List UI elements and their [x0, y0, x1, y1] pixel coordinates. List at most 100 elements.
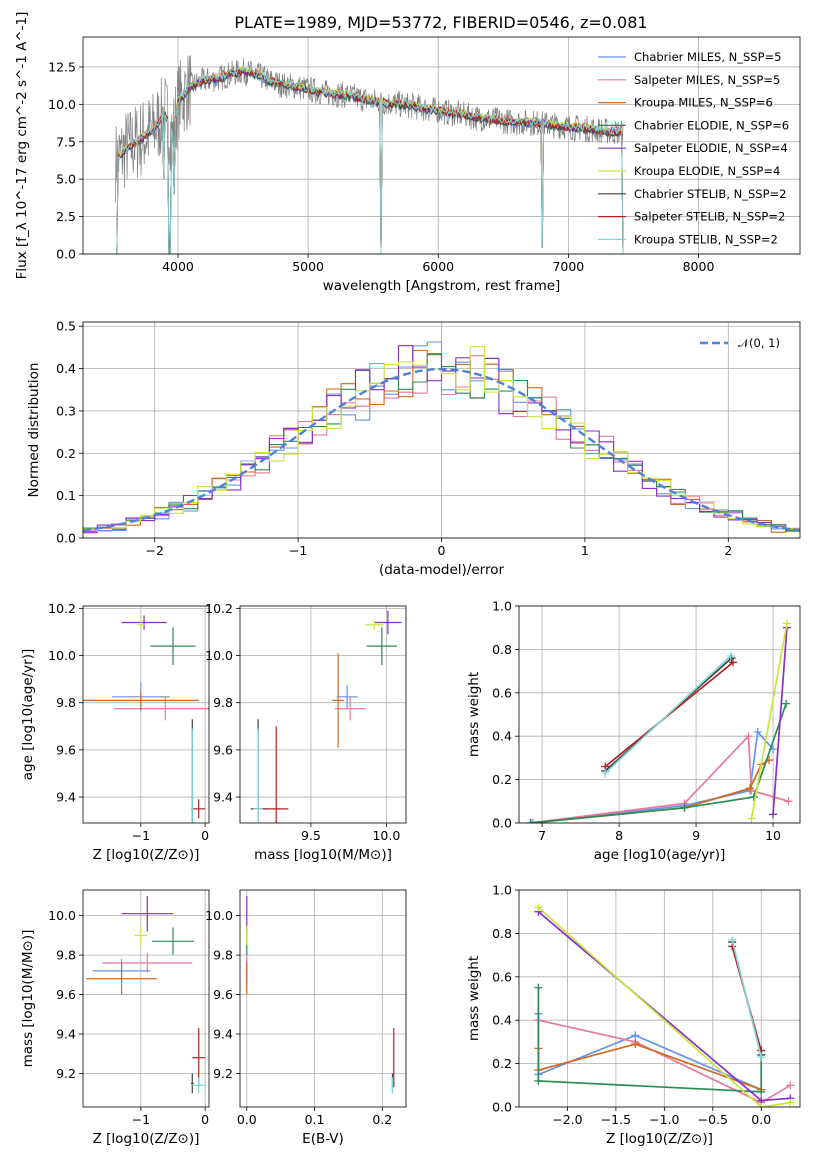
weight-marker-kroupa-miles — [631, 1040, 640, 1049]
weight-line-chabrier-miles — [532, 729, 774, 823]
residuals-panel: −2 −1 0 1 2 0.0 0.1 0.2 0.3 0.4 0.5 (data-model)/er… — [26, 319, 801, 578]
weight-marker-kroupa-miles — [745, 784, 754, 793]
y-tick-label: 2.5 — [56, 209, 76, 224]
y-tick-label: 0.6 — [492, 969, 512, 984]
weight-line-kroupa-elodie — [750, 623, 788, 819]
x-axis-label: Z [log10(Z/Z⊙)] — [606, 1131, 713, 1147]
mass-vs-extinction-panel: 0.0 0.1 0.2 9.2 9.4 9.6 9.8 10.0 E(B-V) — [205, 889, 407, 1147]
y-tick-label: 9.6 — [213, 987, 233, 1002]
model-line-kroupa-stelib — [115, 66, 624, 254]
y-tick-label: 10.0 — [205, 648, 233, 663]
x-tick-label: 0 — [201, 828, 209, 843]
x-axis-label: E(B-V) — [302, 1131, 344, 1147]
observed-spectrum-line — [115, 55, 624, 203]
legend-label-salpeter-elodie: Salpeter ELODIE, N_SSP=4 — [634, 141, 788, 155]
weight-marker-chabrier-miles — [753, 727, 762, 736]
axes-frame — [82, 605, 210, 824]
mass-vs-metallicity-panel: −1 0 9.2 9.4 9.6 9.8 10.0 Z [log10(Z/Z⊙)] mass [… — [20, 889, 210, 1147]
weight-vs-age-panel: 7 8 9 10 0.0 0.2 0.4 0.6 0.8 1.0 age [log10(age/yr… — [466, 599, 801, 863]
y-tick-label: 9.8 — [213, 948, 233, 963]
x-tick-label: −2 — [145, 543, 163, 558]
x-axis-label: (data-model)/error — [379, 562, 505, 578]
axes-frame — [239, 605, 407, 824]
x-tick-label: 8 — [615, 828, 623, 843]
y-axis-label: Flux [f_λ 10^-17 erg cm^-2 s^-1 A^-1] — [14, 12, 30, 280]
y-tick-label: 0.0 — [492, 1100, 512, 1115]
plot-area — [83, 615, 209, 823]
weight-marker-kroupa-stelib — [728, 935, 737, 944]
x-tick-label: 7 — [538, 828, 546, 843]
weight-marker-chabrier-elodie — [757, 1087, 766, 1096]
weight-vs-metallicity-panel: −2.0 −1.5 −1.0 −0.5 0.0 0.0 0.2 0.4 0.6 0.8 1.0 Z [… — [466, 883, 801, 1147]
legend-label-chabrier-elodie: Chabrier ELODIE, N_SSP=6 — [634, 118, 789, 132]
age-vs-mass-panel: 9.5 10.0 9.4 9.6 9.8 10.0 10.2 mass [log10(M/M⊙… — [205, 601, 407, 863]
y-tick-label: 9.8 — [56, 948, 76, 963]
legend-label-normal: 𝒩(0, 1) — [738, 336, 780, 350]
x-tick-label: −1.5 — [601, 1112, 631, 1127]
plot-area — [115, 55, 624, 254]
x-tick-label: 9.5 — [301, 828, 321, 843]
axes-frame — [518, 605, 801, 824]
y-tick-label: 7.5 — [56, 134, 76, 149]
weight-line-kroupa-elodie — [537, 906, 791, 1107]
y-tick-label: 0.6 — [492, 685, 512, 700]
axes-frame — [518, 889, 801, 1108]
y-tick-label: 10.0 — [48, 97, 76, 112]
y-tick-label: 0.2 — [492, 1056, 512, 1071]
weight-marker-kroupa-stelib — [757, 1053, 766, 1062]
plot-area — [526, 619, 793, 823]
y-tick-label: 9.6 — [56, 987, 76, 1002]
weight-marker-chabrier-elodie — [526, 819, 535, 823]
axes-frame — [82, 36, 801, 255]
plot-area — [534, 903, 795, 1107]
y-tick-label: 12.5 — [48, 59, 76, 74]
y-tick-label: 9.4 — [213, 1027, 233, 1042]
y-tick-label: 1.0 — [492, 599, 512, 614]
weight-marker-salpeter-elodie — [769, 810, 778, 819]
weight-marker-kroupa-stelib — [601, 769, 610, 778]
x-tick-label: 8000 — [683, 259, 715, 274]
weight-marker-salpeter-miles — [786, 1081, 795, 1090]
y-axis-label: mass weight — [466, 956, 482, 1041]
weight-marker-kroupa-elodie — [757, 1103, 766, 1107]
y-tick-label: 0.8 — [492, 926, 512, 941]
weight-line-kroupa-stelib — [731, 939, 763, 1058]
y-tick-label: 0.2 — [492, 772, 512, 787]
x-axis-label: Z [log10(Z/Z⊙)] — [93, 847, 200, 863]
x-tick-label: 10.0 — [372, 828, 400, 843]
y-tick-label: 0.1 — [56, 488, 76, 503]
x-tick-label: −2.0 — [552, 1112, 582, 1127]
spectrum-title: PLATE=1989, MJD=53772, FIBERID=0546, z=0… — [234, 13, 647, 32]
plot-area — [250, 610, 402, 823]
weight-marker-kroupa-elodie — [534, 903, 543, 912]
weight-marker-salpeter-stelib — [729, 658, 738, 667]
x-tick-label: 0 — [201, 1112, 209, 1127]
x-axis-label: mass [log10(M/M⊙)] — [254, 847, 392, 863]
legend-label-kroupa-miles: Kroupa MILES, N_SSP=6 — [634, 96, 773, 110]
age-vs-metallicity-panel: −1 0 9.4 9.6 9.8 10.0 10.2 Z [log10(Z/Z⊙)] age [… — [20, 601, 210, 863]
weight-line-chabrier-elodie — [530, 703, 787, 823]
y-tick-label: 10.0 — [205, 908, 233, 923]
y-tick-label: 10.2 — [205, 601, 233, 616]
weight-marker-chabrier-elodie — [534, 983, 543, 992]
weight-line-salpeter-miles — [538, 1019, 791, 1104]
weight-line-salpeter-elodie — [772, 627, 788, 815]
weight-marker-chabrier-elodie — [749, 792, 758, 801]
normal-curve-line — [83, 367, 800, 532]
weight-line-kroupa-miles — [530, 759, 770, 823]
plot-area — [246, 895, 395, 1094]
weight-marker-salpeter-miles — [784, 797, 793, 806]
y-tick-label: 0.8 — [492, 642, 512, 657]
x-axis-label: age [log10(age/yr)] — [594, 847, 726, 863]
legend-label-chabrier-stelib: Chabrier STELIB, N_SSP=2 — [634, 187, 786, 201]
x-tick-label: 4000 — [162, 259, 194, 274]
y-tick-label: 9.4 — [213, 790, 233, 805]
weight-marker-chabrier-elodie — [680, 803, 689, 812]
y-axis-label: mass weight — [466, 672, 482, 757]
axes-frame — [82, 889, 210, 1108]
model-line-salpeter-stelib — [115, 67, 624, 254]
legend-label-chabrier-miles: Chabrier MILES, N_SSP=5 — [634, 50, 781, 64]
histogram-kroupa-elodie — [83, 346, 800, 533]
x-tick-label: −1 — [132, 828, 150, 843]
